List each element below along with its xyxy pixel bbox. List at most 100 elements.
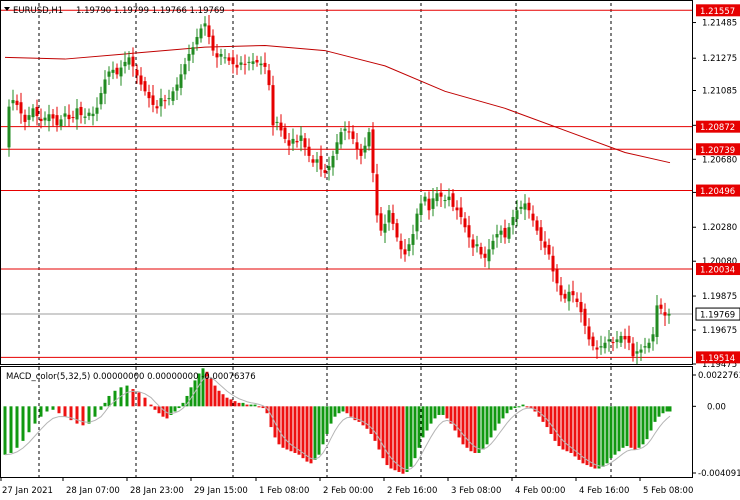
candle-body[interactable] xyxy=(583,308,587,326)
level-price-box[interactable] xyxy=(696,263,740,276)
candle-body[interactable] xyxy=(207,25,211,37)
candle-body[interactable] xyxy=(295,140,299,143)
candle-body[interactable] xyxy=(79,106,83,116)
level-price-box[interactable] xyxy=(696,4,740,17)
candle-body[interactable] xyxy=(535,220,539,231)
candle-body[interactable] xyxy=(427,198,431,211)
candle-body[interactable] xyxy=(459,207,463,218)
candle-body[interactable] xyxy=(375,174,379,216)
candle-body[interactable] xyxy=(603,342,607,349)
level-price-box[interactable] xyxy=(696,184,740,197)
candle-body[interactable] xyxy=(411,234,415,245)
candle-body[interactable] xyxy=(343,128,347,131)
candle-body[interactable] xyxy=(647,342,651,349)
candle-body[interactable] xyxy=(87,112,91,116)
candle-body[interactable] xyxy=(251,61,255,64)
candle-body[interactable] xyxy=(335,142,339,154)
candle-body[interactable] xyxy=(235,64,239,68)
candle-body[interactable] xyxy=(339,132,343,145)
candle-body[interactable] xyxy=(15,100,19,105)
candle-body[interactable] xyxy=(199,28,203,39)
candle-body[interactable] xyxy=(231,57,235,65)
candle-body[interactable] xyxy=(195,36,199,45)
candle-body[interactable] xyxy=(415,213,419,232)
candle-body[interactable] xyxy=(187,53,191,61)
candle-body[interactable] xyxy=(103,79,107,94)
candle-body[interactable] xyxy=(419,203,423,216)
candle-body[interactable] xyxy=(183,64,187,75)
macd-subwindow[interactable] xyxy=(3,368,672,474)
candle-body[interactable] xyxy=(239,62,243,65)
candle-body[interactable] xyxy=(111,69,115,73)
candle-body[interactable] xyxy=(179,74,183,88)
candle-body[interactable] xyxy=(71,117,75,119)
candle-body[interactable] xyxy=(83,116,87,118)
candle-body[interactable] xyxy=(503,227,507,238)
candle-body[interactable] xyxy=(499,230,503,235)
candle-body[interactable] xyxy=(659,304,663,309)
candle-body[interactable] xyxy=(63,113,67,117)
candle-body[interactable] xyxy=(167,98,171,100)
candle-body[interactable] xyxy=(663,312,667,316)
candle-body[interactable] xyxy=(247,61,251,63)
candle-body[interactable] xyxy=(107,71,111,77)
candle-body[interactable] xyxy=(155,106,159,109)
candle-body[interactable] xyxy=(379,213,383,231)
candle-body[interactable] xyxy=(551,255,555,272)
candle-body[interactable] xyxy=(511,217,515,226)
candle-body[interactable] xyxy=(123,61,127,67)
candle-body[interactable] xyxy=(655,305,659,337)
candle-body[interactable] xyxy=(151,95,155,105)
candle-body[interactable] xyxy=(403,249,407,255)
candle-body[interactable] xyxy=(135,69,139,76)
candle-body[interactable] xyxy=(567,291,571,302)
candle-body[interactable] xyxy=(435,193,439,202)
candle-body[interactable] xyxy=(559,285,563,296)
candle-body[interactable] xyxy=(271,85,275,126)
candle-body[interactable] xyxy=(643,346,647,348)
candle-body[interactable] xyxy=(371,129,375,173)
candle-body[interactable] xyxy=(467,225,471,238)
level-price-box[interactable] xyxy=(696,351,740,364)
candle-body[interactable] xyxy=(475,244,479,247)
candle-body[interactable] xyxy=(579,301,583,313)
candle-body[interactable] xyxy=(599,346,603,348)
candle-body[interactable] xyxy=(323,170,327,173)
candle-body[interactable] xyxy=(615,339,619,343)
candle-body[interactable] xyxy=(515,210,519,220)
symbol-dropdown-icon[interactable] xyxy=(4,7,10,11)
candle-body[interactable] xyxy=(311,159,315,163)
candle-body[interactable] xyxy=(115,67,119,75)
candle-body[interactable] xyxy=(331,155,335,168)
candle-body[interactable] xyxy=(523,203,527,210)
candle-body[interactable] xyxy=(543,241,547,248)
candle-body[interactable] xyxy=(279,122,283,131)
candle-body[interactable] xyxy=(555,269,559,284)
candle-body[interactable] xyxy=(27,115,31,120)
candlesticks[interactable] xyxy=(7,15,671,364)
candle-body[interactable] xyxy=(175,84,179,91)
candle-body[interactable] xyxy=(611,342,615,344)
candle-body[interactable] xyxy=(223,57,227,59)
candle-body[interactable] xyxy=(143,81,147,92)
candle-body[interactable] xyxy=(359,149,363,156)
candle-body[interactable] xyxy=(631,343,635,357)
candle-body[interactable] xyxy=(547,244,551,255)
candle-body[interactable] xyxy=(267,70,271,86)
candle-body[interactable] xyxy=(99,93,103,105)
candle-body[interactable] xyxy=(347,131,351,133)
candle-body[interactable] xyxy=(491,240,495,250)
candle-body[interactable] xyxy=(67,114,71,120)
candle-body[interactable] xyxy=(95,107,99,114)
candle-body[interactable] xyxy=(55,115,59,126)
candle-body[interactable] xyxy=(11,100,15,104)
candle-body[interactable] xyxy=(291,138,295,144)
candle-body[interactable] xyxy=(591,336,595,347)
candle-body[interactable] xyxy=(431,198,435,209)
candle-body[interactable] xyxy=(635,351,639,354)
candle-body[interactable] xyxy=(623,335,627,340)
candle-body[interactable] xyxy=(23,114,27,122)
candle-body[interactable] xyxy=(443,200,447,202)
candle-body[interactable] xyxy=(563,293,567,299)
